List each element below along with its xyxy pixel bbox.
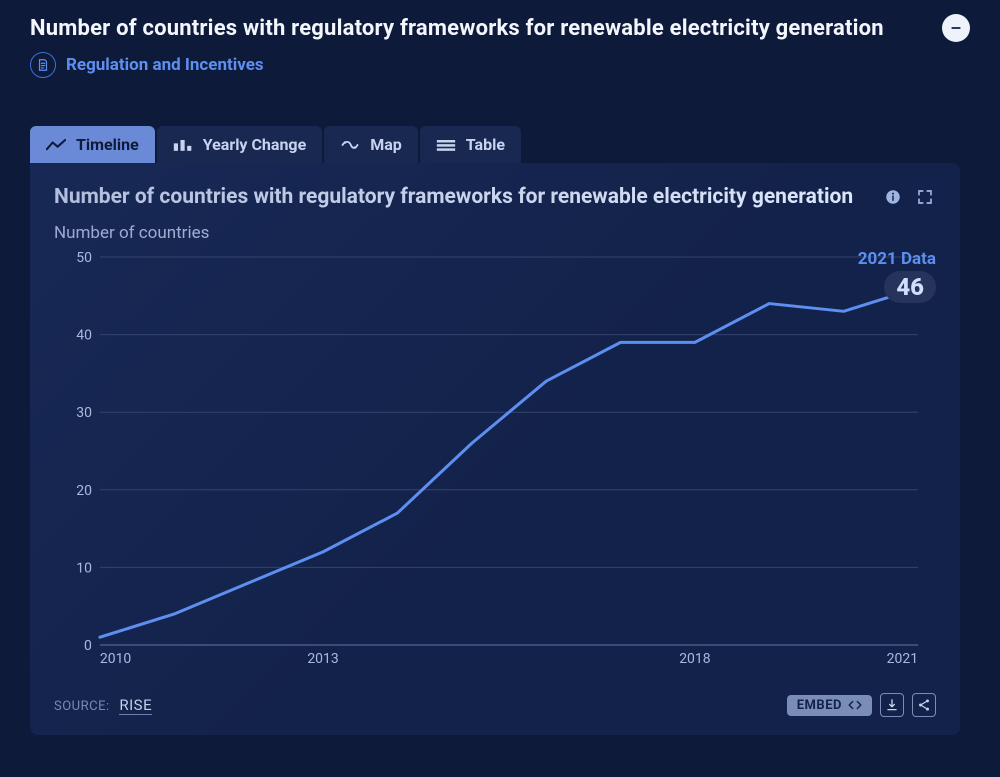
tab-label: Yearly Change — [203, 135, 306, 154]
collapse-button[interactable] — [942, 14, 970, 42]
chart-area[interactable]: 010203040502010201320182021 2021 Data 46 — [54, 249, 936, 679]
svg-text:30: 30 — [76, 405, 92, 421]
tab-label: Map — [370, 135, 402, 154]
chart-title: Number of countries with regulatory fram… — [54, 185, 853, 209]
minus-icon — [949, 21, 963, 35]
policy-icon — [30, 52, 56, 78]
svg-text:0: 0 — [84, 638, 92, 654]
fullscreen-button[interactable] — [914, 186, 936, 208]
tab-yearly-change[interactable]: Yearly Change — [157, 126, 322, 163]
svg-text:50: 50 — [76, 250, 92, 266]
tab-label: Timeline — [76, 135, 139, 154]
bar-delta-icon — [173, 137, 193, 153]
svg-text:2021: 2021 — [887, 651, 918, 667]
line-chart-icon — [46, 137, 66, 153]
share-icon — [917, 698, 931, 712]
info-icon — [884, 188, 902, 206]
svg-text:10: 10 — [76, 560, 92, 576]
page-title: Number of countries with regulatory fram… — [30, 16, 884, 41]
tab-map[interactable]: Map — [324, 126, 418, 163]
y-axis-label: Number of countries — [54, 223, 936, 243]
view-tabs: Timeline Yearly Change Map Table — [30, 126, 970, 163]
source-link[interactable]: RISE — [119, 696, 152, 715]
tab-label: Table — [466, 135, 505, 154]
table-icon — [436, 137, 456, 153]
share-button[interactable] — [912, 693, 936, 717]
embed-button[interactable]: EMBED — [787, 695, 872, 716]
svg-text:2013: 2013 — [307, 651, 338, 667]
download-button[interactable] — [880, 693, 904, 717]
line-chart: 0 10 20 30 40 50 2010 2013 2018 2021 — [54, 249, 936, 679]
svg-text:2018: 2018 — [679, 651, 711, 667]
svg-text:40: 40 — [76, 328, 92, 344]
tab-timeline[interactable]: Timeline — [30, 126, 155, 163]
source-prefix: SOURCE: — [54, 699, 110, 714]
info-button[interactable] — [882, 186, 904, 208]
chart-panel: Number of countries with regulatory fram… — [30, 163, 960, 735]
svg-text:2010: 2010 — [100, 651, 132, 667]
expand-icon — [916, 188, 934, 206]
world-icon — [340, 137, 360, 153]
tab-table[interactable]: Table — [420, 126, 521, 163]
download-icon — [885, 698, 899, 712]
source-row: SOURCE: RISE — [54, 696, 152, 714]
embed-label: EMBED — [797, 698, 842, 713]
category-link[interactable]: Regulation and Incentives — [66, 55, 264, 75]
code-icon — [848, 699, 862, 711]
svg-text:20: 20 — [76, 483, 92, 499]
